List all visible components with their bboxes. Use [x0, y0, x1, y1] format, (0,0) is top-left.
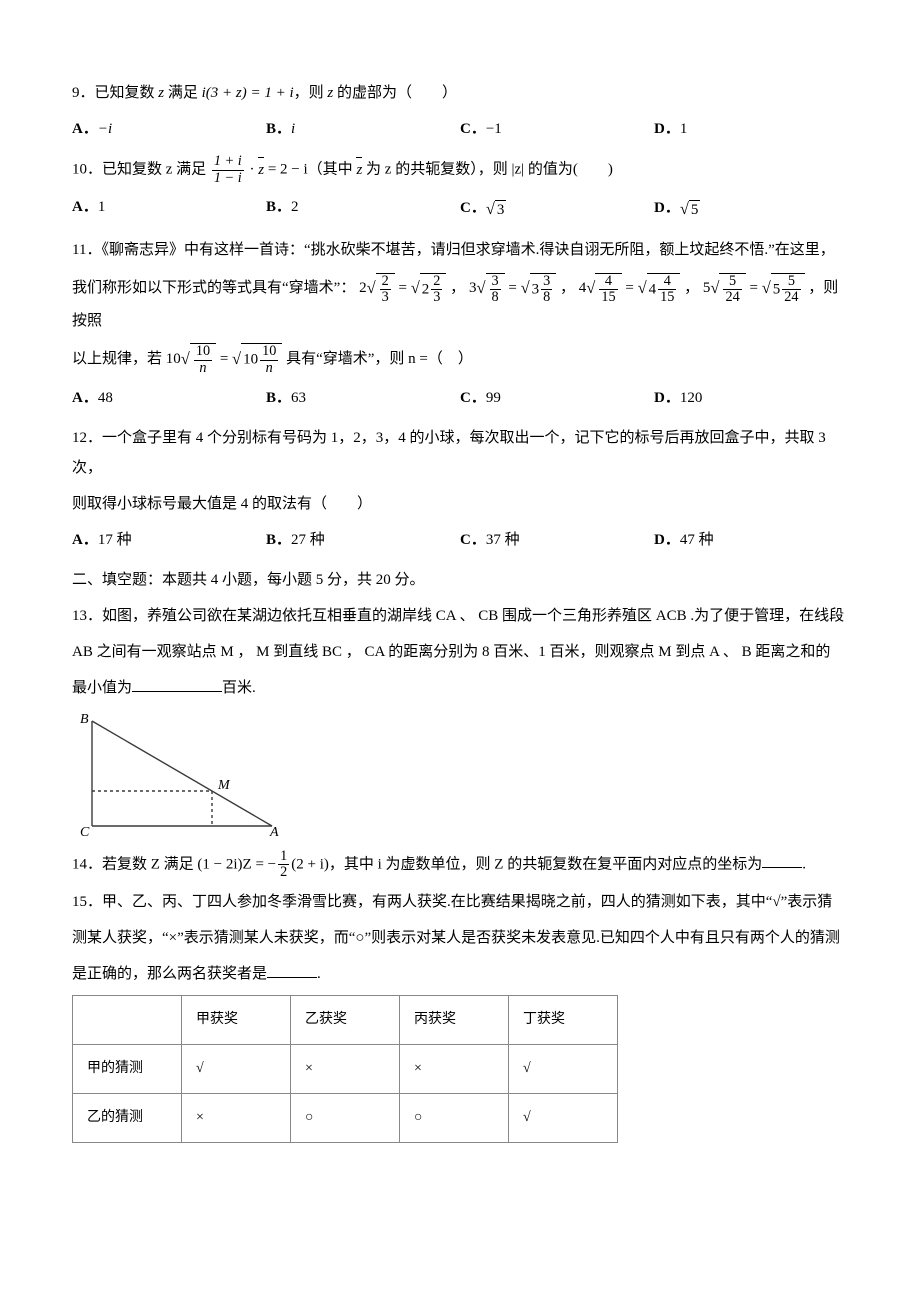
q15-table: 甲获奖 乙获奖 丙获奖 丁获奖 甲的猜测 √ × × √ 乙的猜测 × ○ ○ … [72, 995, 618, 1143]
q9-opt-c: C．−1 [460, 114, 654, 144]
q15-blank [267, 962, 317, 978]
q12-opt-c: C．37 种 [460, 525, 654, 555]
question-12-l2: 则取得小球标号最大值是 4 的取法有（ ） [72, 489, 848, 519]
q14-blank [762, 852, 802, 868]
row-head: 乙的猜测 [73, 1094, 182, 1143]
q13-blank [132, 676, 222, 692]
q11-term-2: 4415 = 4415 [579, 280, 684, 296]
question-13-l1: 13．如图，养殖公司欲在某湖边依托互相垂直的湖岸线 CA 、 CB 围成一个三角… [72, 601, 848, 631]
question-15-l2: 测某人获奖，“×”表示猜测某人未获奖，而“○”则表示对某人是否获奖未发表意见.已… [72, 923, 848, 953]
cell: √ [509, 1045, 618, 1094]
question-11-line2: 我们称形如以下形式的等式具有“穿墙术”： 223 = 223 ， 338 = 3… [72, 271, 848, 336]
q10-opt-a: A．1 [72, 192, 266, 225]
svg-text:C: C [80, 825, 90, 840]
th-empty [73, 996, 182, 1045]
cell: ○ [291, 1094, 400, 1143]
q9-opt-d: D．1 [654, 114, 848, 144]
q10-opt-c: C．3 [460, 192, 654, 225]
q12-options: A．17 种 B．27 种 C．37 种 D．47 种 [72, 525, 848, 555]
q11-opt-a: A．48 [72, 383, 266, 413]
q11-opt-c: C．99 [460, 383, 654, 413]
svg-text:B: B [80, 712, 89, 727]
cell: × [182, 1094, 291, 1143]
section-2-header: 二、填空题：本题共 4 小题，每小题 5 分，共 20 分。 [72, 565, 848, 595]
q11-term-3: 5524 = 5524 [703, 280, 808, 296]
table-row: 乙的猜测 × ○ ○ √ [73, 1094, 618, 1143]
cell: √ [182, 1045, 291, 1094]
question-10: 10．已知复数 z 满足 1 + i1 − i · z = 2 − i（其中 z… [72, 154, 848, 186]
question-13-l3: 最小值为百米. [72, 673, 848, 703]
q10-options: A．1 B．2 C．3 D．5 [72, 192, 848, 225]
question-12-l1: 12．一个盒子里有 4 个分别标有号码为 1，2，3，4 的小球，每次取出一个，… [72, 423, 848, 483]
th-bing: 丙获奖 [400, 996, 509, 1045]
q11-term-0: 223 = 223 [359, 280, 450, 296]
th-jia: 甲获奖 [182, 996, 291, 1045]
question-15-l1: 15．甲、乙、丙、丁四人参加冬季滑雪比赛，有两人获奖.在比赛结果揭晓之前，四人的… [72, 887, 848, 917]
table-header-row: 甲获奖 乙获奖 丙获奖 丁获奖 [73, 996, 618, 1045]
q11-term-1: 338 = 338 [469, 280, 560, 296]
question-15-l3: 是正确的，那么两名获奖者是. [72, 959, 848, 989]
question-14: 14．若复数 Z 满足 (1 − 2i)Z = −12(2 + i)，其中 i … [72, 849, 848, 881]
q9-text: 9．已知复数 [72, 85, 158, 101]
row-head: 甲的猜测 [73, 1045, 182, 1094]
q12-opt-b: B．27 种 [266, 525, 460, 555]
cell: × [400, 1045, 509, 1094]
q12-opt-a: A．17 种 [72, 525, 266, 555]
cell: ○ [400, 1094, 509, 1143]
svg-text:M: M [217, 778, 231, 793]
cell: × [291, 1045, 400, 1094]
question-11-line3: 以上规律，若 1010n = 1010n 具有“穿墙术”，则 n =（ ） [72, 342, 848, 377]
svg-text:A: A [269, 825, 279, 840]
q11-opt-b: B．63 [266, 383, 460, 413]
question-11: 11．《聊斋志异》中有这样一首诗：“挑水砍柴不堪苦，请归但求穿墙术.得诀自诩无所… [72, 235, 848, 265]
th-yi: 乙获奖 [291, 996, 400, 1045]
q9-options: A．−i B．i C．−1 D．1 [72, 114, 848, 144]
question-13-l2: AB 之间有一观察站点 M ， M 到直线 BC ， CA 的距离分别为 8 百… [72, 637, 848, 667]
cell: √ [509, 1094, 618, 1143]
q11-opt-d: D．120 [654, 383, 848, 413]
q12-opt-d: D．47 种 [654, 525, 848, 555]
th-ding: 丁获奖 [509, 996, 618, 1045]
q9-opt-b: B．i [266, 114, 460, 144]
q10-opt-d: D．5 [654, 192, 848, 225]
question-9: 9．已知复数 z 满足 i(3 + z) = 1 + i，则 z 的虚部为（ ） [72, 78, 848, 108]
table-row: 甲的猜测 √ × × √ [73, 1045, 618, 1094]
q9-opt-a: A．−i [72, 114, 266, 144]
q11-options: A．48 B．63 C．99 D．120 [72, 383, 848, 413]
q10-opt-b: B．2 [266, 192, 460, 225]
q13-figure: B C A M [72, 711, 282, 841]
